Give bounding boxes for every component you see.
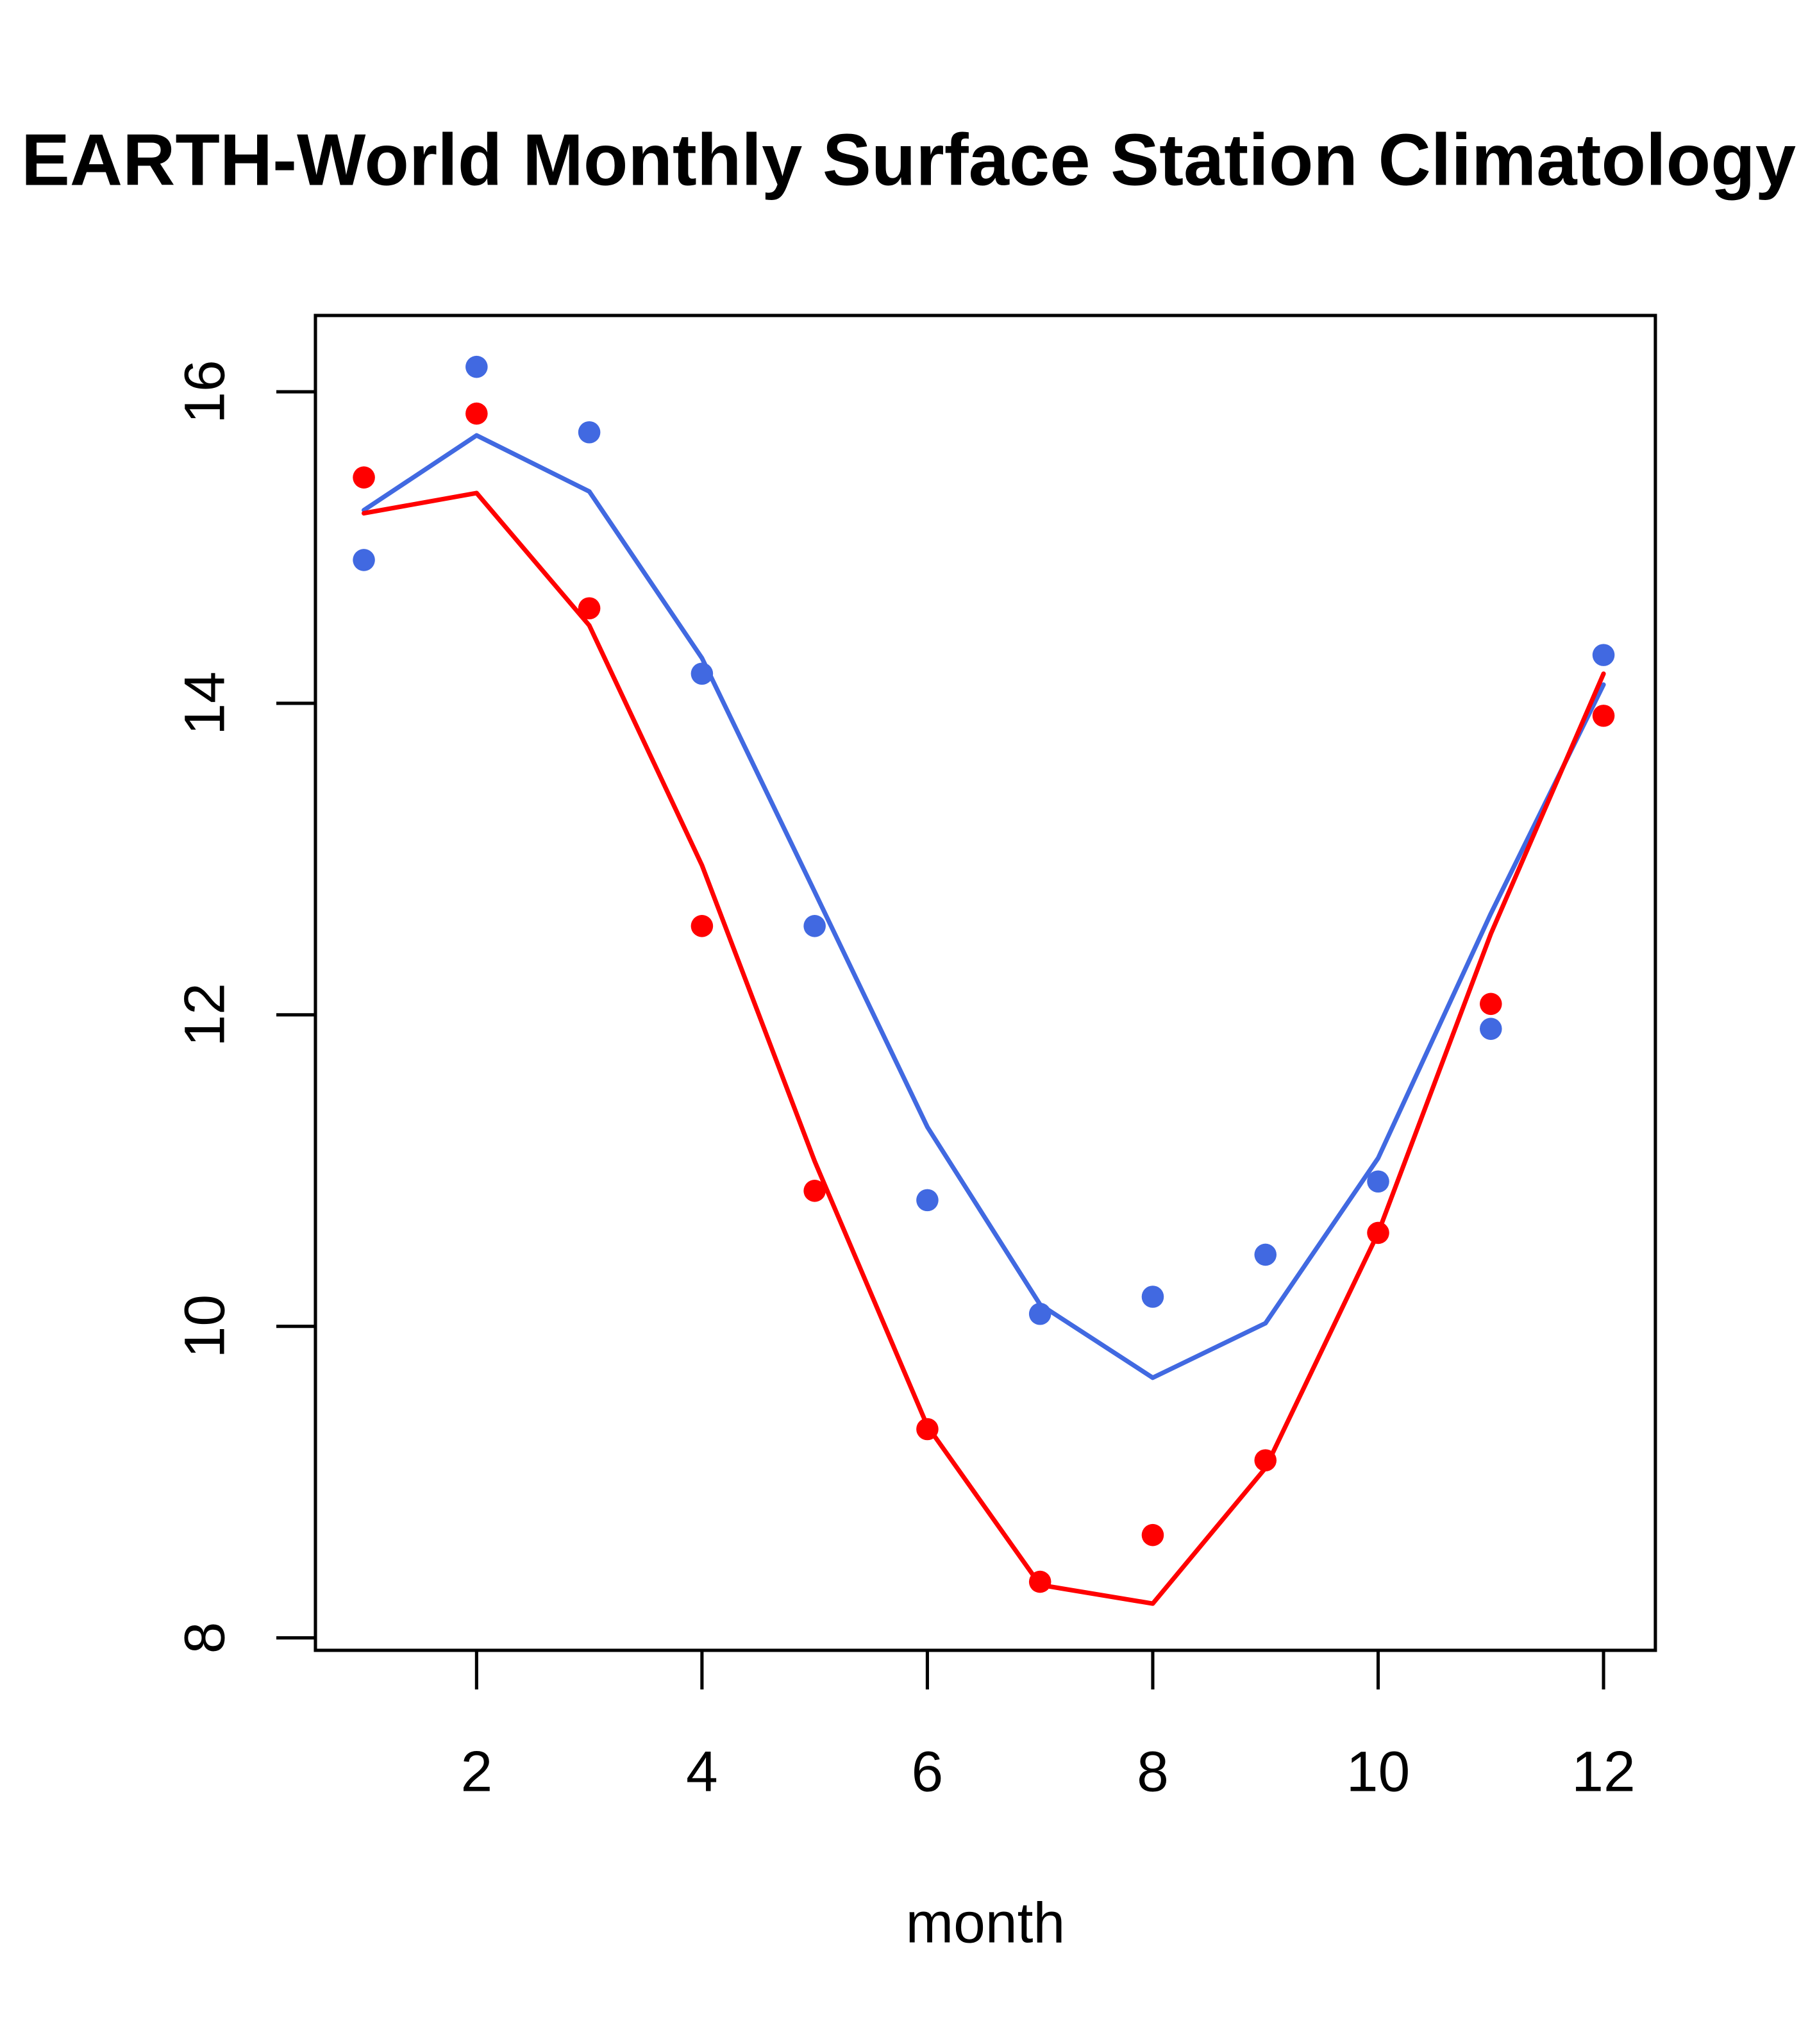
red-point-month-10 — [1367, 1221, 1389, 1244]
blue-point-month-3 — [578, 421, 601, 444]
y-tick-label: 8 — [172, 1622, 237, 1654]
red-point-month-8 — [1141, 1523, 1164, 1546]
red-point-month-2 — [465, 402, 488, 425]
chart-title: EARTH-World Monthly Surface Station Clim… — [21, 120, 1796, 201]
blue-point-month-4 — [691, 662, 714, 685]
red-point-month-1 — [353, 466, 375, 489]
blue-point-month-2 — [465, 355, 488, 378]
blue-point-month-9 — [1254, 1243, 1277, 1266]
red-point-month-7 — [1028, 1570, 1051, 1593]
red-point-month-12 — [1592, 705, 1615, 727]
red-point-month-4 — [691, 915, 714, 937]
x-tick-label: 6 — [912, 1739, 944, 1804]
x-tick-label: 10 — [1346, 1739, 1410, 1804]
y-axis: 8 10 12 14 16 — [172, 360, 315, 1654]
blue-point-month-8 — [1141, 1286, 1164, 1308]
blue-line — [362, 433, 1606, 1380]
y-tick-label: 14 — [172, 671, 237, 735]
red-point-month-3 — [578, 597, 601, 620]
blue-point-month-7 — [1028, 1302, 1051, 1325]
y-tick-label: 12 — [172, 983, 237, 1046]
x-tick-label: 4 — [686, 1739, 718, 1804]
red-point-month-6 — [916, 1418, 939, 1441]
blue-point-month-1 — [353, 549, 375, 571]
plot-frame — [314, 314, 1657, 1652]
red-point-month-5 — [803, 1180, 826, 1202]
blue-point-month-12 — [1592, 644, 1615, 666]
blue-point-month-6 — [916, 1189, 939, 1212]
red-point-month-9 — [1254, 1449, 1277, 1471]
series-lines — [362, 433, 1606, 1606]
x-tick-label: 2 — [460, 1739, 492, 1804]
y-tick-label: 10 — [172, 1294, 237, 1358]
x-axis: 2 4 6 8 10 12 — [460, 1650, 1636, 1804]
x-tick-label: 8 — [1137, 1739, 1169, 1804]
blue-point-month-5 — [803, 915, 826, 937]
blue-point-month-11 — [1480, 1018, 1502, 1040]
series-points — [353, 355, 1615, 1593]
red-line — [362, 490, 1606, 1606]
x-tick-label: 12 — [1571, 1739, 1635, 1804]
x-axis-label: month — [906, 1890, 1066, 1954]
y-tick-label: 16 — [172, 360, 237, 423]
blue-point-month-10 — [1367, 1170, 1389, 1193]
red-point-month-11 — [1480, 993, 1502, 1016]
